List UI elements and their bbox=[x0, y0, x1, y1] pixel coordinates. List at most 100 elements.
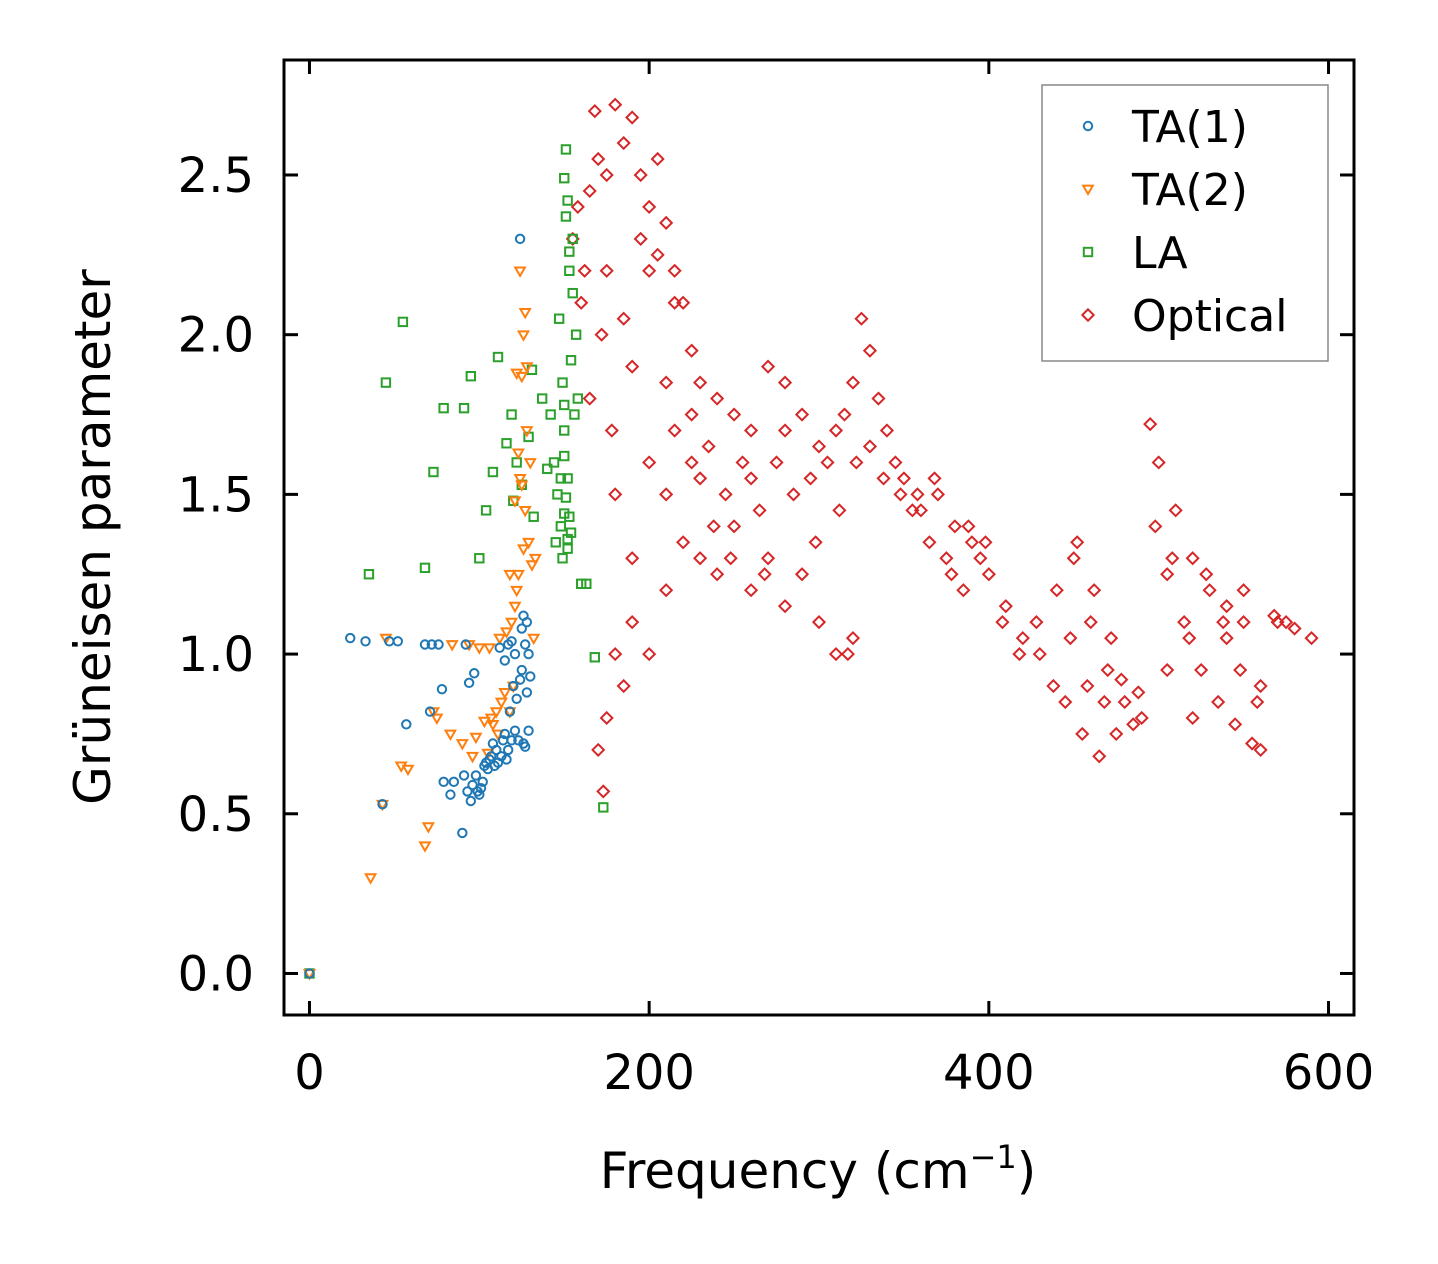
data-point bbox=[723, 551, 738, 566]
data-point bbox=[499, 655, 510, 666]
legend-marker bbox=[1082, 120, 1094, 132]
data-point bbox=[1253, 678, 1268, 694]
data-point bbox=[521, 687, 533, 698]
data-point bbox=[599, 263, 614, 278]
y-tick-label: 2.0 bbox=[178, 308, 254, 364]
data-point bbox=[508, 601, 522, 614]
data-point bbox=[1228, 717, 1243, 732]
data-point bbox=[511, 569, 525, 582]
data-point bbox=[379, 633, 393, 646]
data-point bbox=[777, 375, 793, 390]
data-point bbox=[876, 471, 891, 486]
data-point bbox=[445, 789, 456, 800]
data-point bbox=[536, 393, 548, 404]
data-point bbox=[514, 233, 526, 245]
data-point bbox=[1100, 662, 1115, 678]
data-point bbox=[455, 739, 469, 751]
data-point bbox=[493, 633, 507, 646]
data-point bbox=[964, 535, 979, 550]
data-point bbox=[516, 330, 531, 342]
data-point bbox=[910, 487, 925, 502]
data-point bbox=[828, 423, 844, 438]
data-point bbox=[562, 543, 573, 554]
data-point bbox=[642, 646, 657, 662]
data-point bbox=[667, 295, 682, 310]
legend-entry: TA(2) bbox=[1081, 165, 1248, 216]
data-point bbox=[421, 822, 435, 834]
data-point bbox=[930, 487, 945, 502]
data-point bbox=[1075, 726, 1090, 742]
data-point bbox=[572, 393, 584, 404]
data-point bbox=[462, 786, 473, 797]
data-point bbox=[472, 643, 486, 655]
data-point bbox=[528, 553, 542, 566]
data-point bbox=[616, 678, 631, 694]
data-point bbox=[559, 450, 570, 462]
data-point bbox=[862, 439, 878, 454]
data-point bbox=[503, 569, 517, 582]
data-point bbox=[642, 455, 657, 470]
legend-entries: TA(1) TA(2) LA Optical bbox=[1080, 102, 1287, 342]
data-point bbox=[794, 567, 810, 582]
data-point bbox=[1211, 694, 1226, 710]
data-point bbox=[1219, 599, 1234, 614]
data-point bbox=[513, 266, 527, 278]
data-point bbox=[1134, 710, 1149, 726]
data-point bbox=[582, 183, 597, 199]
data-point bbox=[511, 457, 522, 468]
data-point bbox=[676, 535, 691, 550]
data-point bbox=[1160, 567, 1175, 582]
data-point bbox=[482, 643, 497, 655]
data-point bbox=[555, 473, 567, 484]
data-point bbox=[397, 316, 409, 328]
data-point bbox=[1029, 615, 1044, 630]
series-ta-1- bbox=[304, 233, 536, 979]
data-point bbox=[463, 677, 475, 689]
data-point bbox=[1233, 662, 1248, 678]
data-point bbox=[1131, 685, 1146, 700]
data-point bbox=[684, 455, 699, 470]
data-point bbox=[845, 375, 861, 390]
data-point bbox=[1126, 717, 1141, 732]
data-point bbox=[1148, 519, 1163, 534]
data-point bbox=[896, 471, 912, 486]
data-point bbox=[927, 471, 942, 486]
legend: TA(1) TA(2) LA Optical bbox=[1041, 84, 1329, 362]
data-point bbox=[380, 377, 392, 388]
data-point bbox=[499, 627, 514, 639]
data-point bbox=[436, 684, 448, 695]
data-point bbox=[501, 438, 512, 449]
data-point bbox=[360, 636, 371, 647]
data-point bbox=[1109, 726, 1124, 742]
data-point bbox=[667, 423, 682, 438]
data-point bbox=[438, 776, 449, 788]
data-point bbox=[591, 151, 606, 167]
data-point bbox=[1046, 678, 1061, 694]
data-point bbox=[840, 646, 855, 662]
data-point bbox=[760, 359, 776, 374]
data-point bbox=[1063, 631, 1078, 646]
data-point bbox=[510, 368, 524, 381]
data-point bbox=[1032, 646, 1047, 662]
data-point bbox=[879, 423, 895, 438]
data-point bbox=[1087, 583, 1102, 598]
data-point bbox=[401, 719, 412, 730]
data-point bbox=[743, 583, 759, 598]
data-point bbox=[562, 473, 573, 484]
data-point bbox=[523, 725, 534, 736]
data-point bbox=[363, 569, 375, 580]
data-point bbox=[710, 391, 725, 406]
data-point bbox=[769, 455, 784, 470]
data-point bbox=[726, 519, 742, 534]
data-point bbox=[1245, 736, 1260, 751]
data-point bbox=[443, 729, 458, 741]
y-axis-title: Grüneisen parameter bbox=[64, 269, 122, 805]
data-point bbox=[550, 537, 561, 548]
data-point bbox=[559, 425, 570, 436]
data-point bbox=[1267, 608, 1282, 623]
data-point bbox=[465, 371, 477, 382]
data-point bbox=[608, 97, 623, 112]
y-tick-label: 2.5 bbox=[178, 148, 254, 204]
data-point bbox=[599, 167, 614, 183]
